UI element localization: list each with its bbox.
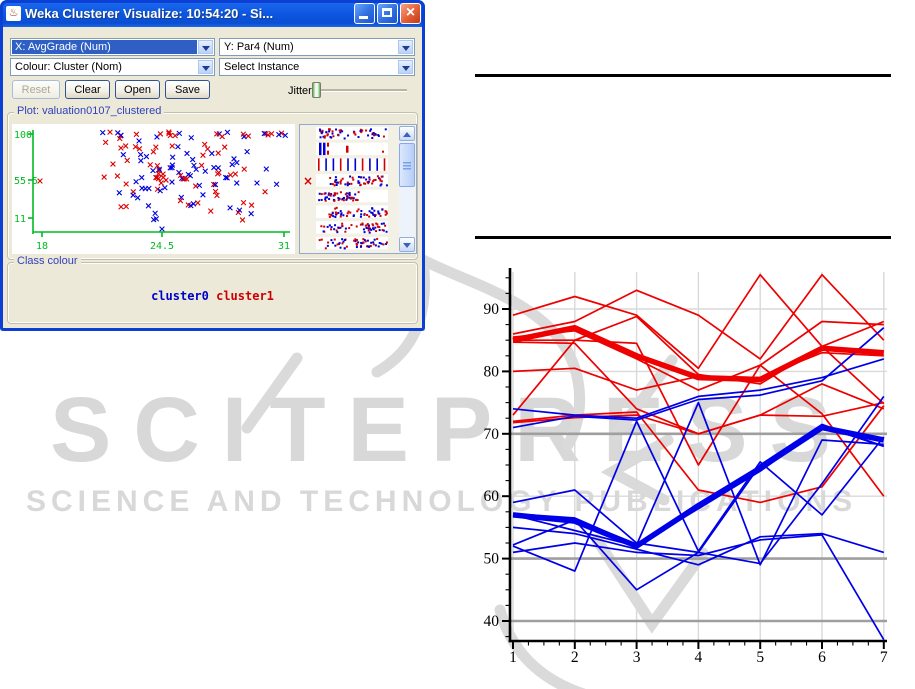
attribute-scrollbar[interactable] <box>399 126 415 252</box>
y-attribute-value: Y: Par4 (Num) <box>224 41 294 53</box>
svg-text:18: 18 <box>36 241 48 252</box>
window-titlebar[interactable]: ♨ Weka Clusterer Visualize: 10:54:20 - S… <box>0 0 425 27</box>
select-instance-combo[interactable]: Select Instance <box>219 58 415 76</box>
class-colour-panel: Class colour cluster0 cluster1 <box>7 255 418 324</box>
window-title: Weka Clusterer Visualize: 10:54:20 - Si.… <box>25 6 274 21</box>
chart-line-cluster1-3 <box>512 320 884 391</box>
svg-text:6: 6 <box>818 649 826 666</box>
chevron-down-icon[interactable] <box>198 60 213 74</box>
weka-visualize-window: ♨ Weka Clusterer Visualize: 10:54:20 - S… <box>0 0 425 331</box>
minimize-button[interactable] <box>354 3 375 24</box>
svg-text:2: 2 <box>571 649 579 666</box>
plot-panel-title: Plot: valuation0107_clustered <box>14 105 165 117</box>
svg-text:24.5: 24.5 <box>150 241 174 252</box>
chart-line-cluster1-7 <box>512 339 885 497</box>
class-colour-title: Class colour <box>14 255 81 267</box>
chart-line-cluster1-9 <box>512 401 884 435</box>
scatter-plot[interactable]: 100 55.5 11 18 24.5 31 <box>12 124 295 254</box>
chart-line-cluster0-1 <box>512 358 885 420</box>
cluster0-label[interactable]: cluster0 <box>151 289 209 303</box>
maximize-icon <box>382 8 392 17</box>
selected-attribute-marker: × <box>303 174 314 188</box>
svg-text:7: 7 <box>880 649 888 666</box>
jitter-slider[interactable] <box>312 82 407 98</box>
close-button[interactable]: × <box>400 3 421 24</box>
colour-value: Colour: Cluster (Nom) <box>15 61 122 73</box>
attribute-strips[interactable] <box>316 126 390 254</box>
jitter-label: Jitter <box>288 85 312 97</box>
svg-text:80: 80 <box>484 363 500 380</box>
minimize-icon <box>359 16 368 19</box>
svg-text:70: 70 <box>484 426 500 443</box>
chart-line-cluster0-mean <box>512 424 885 549</box>
svg-text:1: 1 <box>509 649 517 666</box>
chart-line-cluster0-4 <box>512 401 884 566</box>
jitter-slider-track <box>320 89 407 92</box>
chevron-down-icon[interactable] <box>198 40 213 54</box>
watermark-subtitle: SCIENCE AND TECHNOLOGY PUBLICATIONS <box>26 485 858 518</box>
table-rule-top <box>475 74 891 77</box>
svg-text:5: 5 <box>756 649 764 666</box>
x-attribute-value: X: AvgGrade (Num) <box>12 40 197 54</box>
svg-text:4: 4 <box>695 649 703 666</box>
scroll-up-button[interactable] <box>399 126 415 141</box>
scatter-plot-canvas: 100 55.5 11 18 24.5 31 <box>14 129 290 252</box>
attribute-panel[interactable]: × <box>299 124 417 254</box>
svg-text:11: 11 <box>14 214 26 225</box>
plot-panel: Plot: valuation0107_clustered 100 55.5 11 1… <box>7 105 418 260</box>
svg-text:100: 100 <box>14 130 32 141</box>
cluster1-label[interactable]: cluster1 <box>216 289 274 303</box>
y-attribute-select[interactable]: Y: Par4 (Num) <box>219 38 415 56</box>
triangle-up-icon <box>403 132 411 137</box>
maximize-button[interactable] <box>377 3 398 24</box>
svg-text:60: 60 <box>484 488 500 505</box>
chart-line-cluster0-2 <box>512 327 885 429</box>
svg-text:31: 31 <box>278 241 290 252</box>
chart-line-cluster1-mean <box>512 324 884 383</box>
chart-line-cluster0-6 <box>512 420 885 572</box>
scroll-down-button[interactable] <box>399 237 415 252</box>
jitter-slider-thumb[interactable] <box>312 82 321 98</box>
class-legend: cluster0 cluster1 <box>8 289 417 303</box>
svg-text:3: 3 <box>633 649 641 666</box>
svg-text:55.5: 55.5 <box>14 176 38 187</box>
triangle-down-icon <box>403 243 411 248</box>
chevron-down-icon[interactable] <box>398 60 413 74</box>
svg-text:90: 90 <box>484 301 500 318</box>
java-app-icon: ♨ <box>6 6 21 21</box>
chart-line-cluster1-2 <box>512 273 885 360</box>
save-button[interactable]: Save <box>165 80 210 99</box>
chart-line-cluster0-7 <box>512 534 885 641</box>
select-instance-value: Select Instance <box>224 61 300 73</box>
open-button[interactable]: Open <box>115 80 160 99</box>
x-attribute-select[interactable]: X: AvgGrade (Num) <box>10 38 215 56</box>
chevron-down-icon[interactable] <box>398 40 413 54</box>
clear-button[interactable]: Clear <box>65 80 110 99</box>
reset-button[interactable]: Reset <box>12 80 60 99</box>
scroll-thumb[interactable] <box>399 143 415 187</box>
table-rule-bottom <box>475 236 891 239</box>
chart-line-cluster0-5 <box>512 526 885 566</box>
svg-text:40: 40 <box>484 613 500 630</box>
svg-text:50: 50 <box>484 551 500 568</box>
colour-select[interactable]: Colour: Cluster (Nom) <box>10 58 215 76</box>
parallel-line-chart: 40 50 60 70 80 90 1 2 3 4 5 6 7 <box>484 268 888 666</box>
